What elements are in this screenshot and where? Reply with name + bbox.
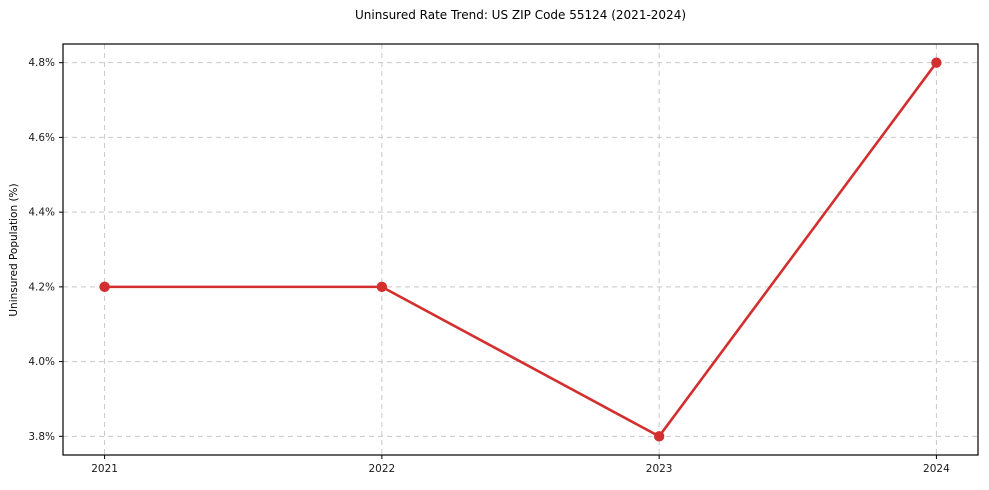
data-point-marker xyxy=(376,281,388,293)
x-tick-label: 2021 xyxy=(91,463,118,475)
y-tick-label: 4.2% xyxy=(28,281,55,293)
data-point-marker xyxy=(931,57,942,68)
trend-line xyxy=(103,61,938,438)
y-tick-label: 3.8% xyxy=(28,431,55,443)
y-tick-label: 4.6% xyxy=(28,132,55,144)
data-point-marker xyxy=(653,431,665,442)
x-tick-label: 2022 xyxy=(368,463,395,475)
y-tick-label: 4.8% xyxy=(28,57,55,69)
y-tick-label: 4.0% xyxy=(28,356,55,368)
axes-frame xyxy=(62,43,979,456)
chart-title: Uninsured Rate Trend: US ZIP Code 55124 … xyxy=(354,8,687,22)
x-tick-label: 2023 xyxy=(646,463,673,475)
x-tick-label: 2024 xyxy=(923,463,950,475)
data-point-marker xyxy=(99,281,110,293)
y-tick-label: 4.4% xyxy=(28,207,55,219)
